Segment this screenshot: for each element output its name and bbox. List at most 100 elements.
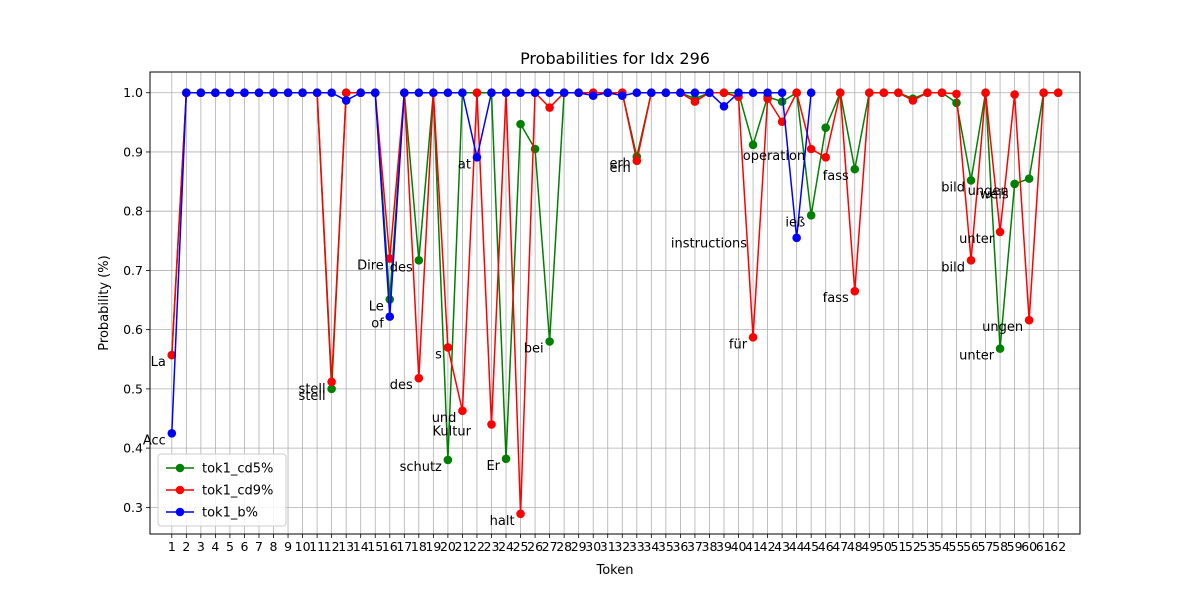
data-point	[559, 88, 569, 98]
x-tick-label: 41	[745, 539, 761, 554]
data-point	[690, 88, 700, 98]
y-tick-label: 0.7	[123, 263, 143, 278]
data-point	[748, 88, 758, 98]
data-point	[501, 88, 511, 98]
data-point	[923, 88, 932, 98]
data-point	[806, 211, 816, 220]
x-tick-label: 17	[396, 539, 412, 554]
data-point	[1039, 88, 1048, 98]
x-tick-label: 56	[963, 539, 979, 554]
legend-label: tok1_cd5%	[202, 462, 273, 477]
token-annotation: of	[371, 317, 384, 332]
data-point	[443, 343, 453, 352]
data-point	[327, 384, 336, 394]
x-tick-label: 20	[440, 539, 456, 554]
y-tick-label: 0.6	[123, 322, 143, 337]
data-point	[458, 88, 467, 98]
x-tick-label: 18	[411, 539, 427, 554]
token-annotation: des	[390, 378, 413, 393]
axes: 1 2 3 4 5 6 7 8 9 1011121314151617181920212223242…	[123, 85, 1066, 554]
x-tick-label: 33	[629, 539, 645, 554]
x-tick-label: 13	[338, 539, 354, 554]
token-annotation: stell	[299, 382, 326, 397]
x-tick-label: 1	[168, 539, 176, 554]
x-tick-label: 53	[919, 539, 935, 554]
token-annotation: Dire	[357, 259, 384, 274]
data-point	[1053, 88, 1063, 98]
legend-marker	[175, 507, 185, 517]
data-point	[341, 88, 351, 98]
token-annotation: bild	[941, 180, 965, 195]
data-point	[588, 91, 598, 100]
token-annotation: erh	[609, 157, 630, 172]
data-point	[254, 88, 264, 98]
data-point	[341, 96, 351, 105]
token-annotation: unter	[959, 232, 995, 247]
x-tick-label: 4	[211, 539, 219, 554]
x-tick-label: 44	[789, 539, 805, 554]
y-tick-label: 0.4	[123, 441, 143, 456]
data-point	[458, 406, 467, 416]
token-annotation: erh	[609, 161, 630, 176]
data-point	[443, 455, 453, 465]
x-tick-label: 27	[542, 539, 558, 554]
data-point	[748, 333, 758, 342]
data-point	[356, 88, 366, 98]
data-point	[429, 88, 438, 98]
data-point	[952, 98, 961, 108]
data-point	[472, 152, 482, 162]
token-annotation: ieß	[785, 215, 805, 230]
x-tick-label: 28	[556, 539, 572, 554]
data-point	[995, 344, 1005, 353]
legend-marker	[175, 485, 185, 495]
x-tick-label: 62	[1050, 539, 1066, 554]
data-point	[676, 88, 685, 98]
data-point	[850, 164, 860, 174]
data-point	[487, 420, 496, 429]
data-point	[487, 88, 496, 98]
x-tick-label: 60	[1021, 539, 1037, 554]
data-point	[385, 254, 395, 263]
x-tick-label: 43	[774, 539, 790, 554]
data-point	[937, 88, 947, 98]
data-point	[879, 88, 889, 98]
data-point	[734, 88, 743, 98]
y-tick-label: 0.3	[123, 500, 143, 515]
token-annotation: bei	[524, 342, 544, 357]
data-point	[196, 88, 206, 98]
data-point	[443, 88, 453, 98]
data-point	[283, 88, 293, 98]
data-point	[530, 88, 540, 98]
x-tick-label: 40	[731, 539, 747, 554]
data-point	[952, 89, 961, 99]
x-tick-label: 16	[382, 539, 398, 554]
x-tick-label: 21	[454, 539, 470, 554]
token-annotation: und	[432, 411, 457, 426]
data-point	[312, 88, 322, 98]
series-tok1_b%	[167, 88, 816, 438]
legend: tok1_cd5% tok1_cd9% tok1_b%	[157, 453, 287, 527]
data-point	[690, 97, 700, 106]
x-tick-label: 22	[469, 539, 485, 554]
legend-box	[157, 453, 287, 527]
token-annotation: halt	[490, 514, 515, 529]
data-point	[1024, 315, 1034, 325]
legend-marker	[175, 463, 185, 473]
data-point	[516, 119, 525, 129]
data-point	[182, 88, 191, 98]
token-annotation: Acc	[143, 433, 166, 448]
x-tick-label: 45	[803, 539, 819, 554]
token-annotation: Le	[369, 299, 384, 314]
data-point	[850, 286, 860, 296]
x-tick-label: 30	[585, 539, 601, 554]
data-point	[385, 312, 395, 321]
legend-label: tok1_b%	[202, 506, 258, 521]
data-point	[777, 88, 787, 98]
x-tick-label: 35	[658, 539, 674, 554]
data-point	[821, 152, 830, 162]
data-point	[647, 88, 656, 98]
chart-title: Probabilities for Idx 296	[520, 49, 710, 68]
data-point	[966, 256, 976, 265]
data-point	[777, 97, 787, 106]
data-point	[908, 96, 918, 105]
